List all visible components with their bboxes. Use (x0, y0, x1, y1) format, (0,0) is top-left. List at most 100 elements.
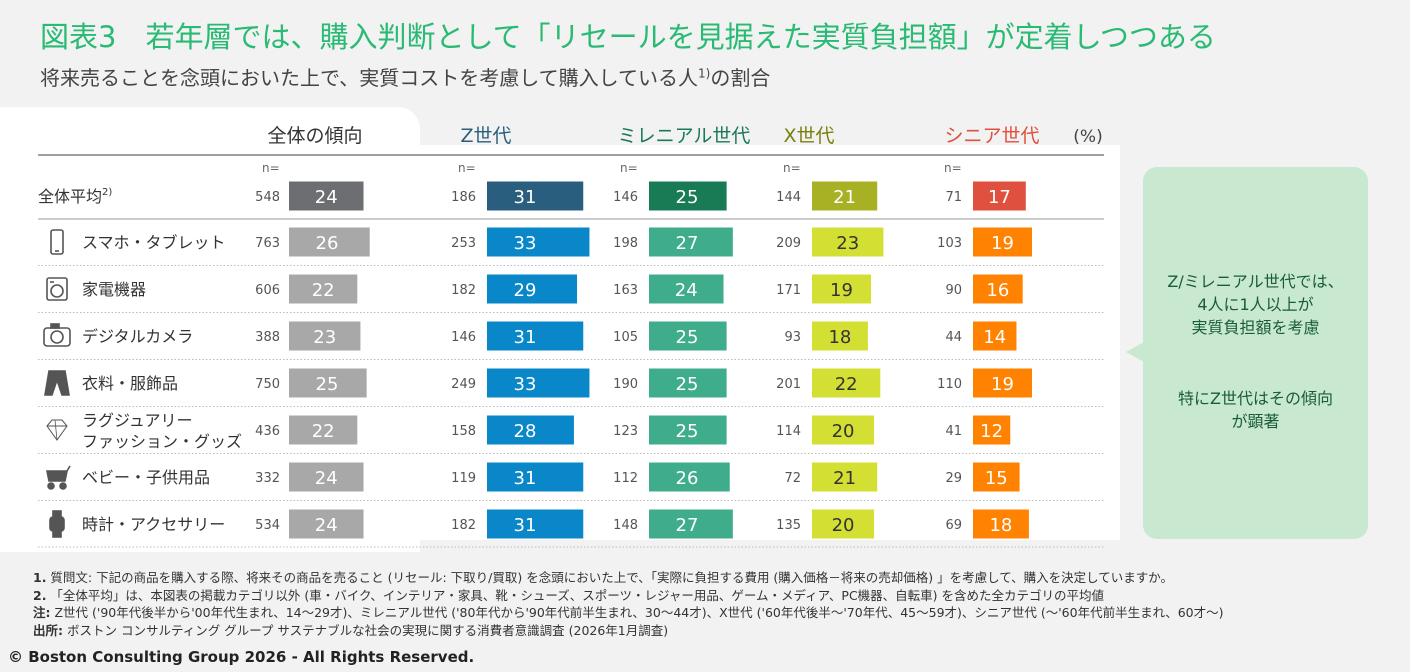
n-value-4-1: 103 (937, 236, 962, 251)
category-label-3: デジタルカメラ (82, 327, 193, 346)
group-header-3: X世代 (783, 125, 834, 147)
bar-1-2 (487, 274, 578, 304)
bar-1-4 (487, 368, 590, 398)
bar-label-3-4: 22 (835, 374, 858, 395)
n-label-4: n= (944, 161, 962, 175)
footnotes: 1. 質問文: 下記の商品を購入する際、将来その商品を売ること (リセール: 下… (33, 569, 1224, 639)
bar-0-0 (289, 181, 364, 211)
n-value-1-0: 186 (451, 190, 476, 205)
bar-label-0-6: 24 (315, 468, 338, 489)
footnote-note: 注: Z世代 ('90年代後半から'00年代生まれ、14～29才)、ミレニアル世… (33, 605, 1224, 620)
bar-label-0-2: 22 (312, 280, 335, 301)
bar-label-2-0: 25 (676, 187, 699, 208)
n-label-0: n= (262, 161, 280, 175)
n-value-4-7: 69 (945, 518, 962, 533)
page-subtitle: 将来売ることを念頭においた上で、実質コストを考慮して購入している人1)の割合 (40, 62, 770, 91)
n-value-0-0: 548 (255, 190, 280, 205)
bar-label-1-5: 28 (514, 421, 537, 442)
bar-label-1-4: 33 (514, 374, 537, 395)
bar-1-7 (487, 509, 584, 539)
smartphone-icon (50, 229, 64, 255)
bar-label-4-1: 19 (991, 233, 1014, 254)
bar-label-2-6: 26 (676, 468, 699, 489)
bar-3-5 (812, 415, 875, 445)
bar-label-4-2: 16 (986, 280, 1009, 301)
bar-label-4-4: 19 (991, 374, 1014, 395)
bar-4-4 (973, 368, 1032, 398)
callout-line-1: Z/ミレニアル世代では、 (1167, 272, 1344, 291)
n-label-1: n= (458, 161, 476, 175)
category-label-0: 全体平均2) (38, 187, 112, 206)
bar-4-3 (973, 321, 1017, 351)
diamond-icon (46, 419, 68, 441)
footnote-2: 2. 「全体平均」は、本図表の掲載カテゴリ以外 (車・バイク、インテリア・家具、… (33, 587, 1105, 603)
callout-line-5: が顕著 (1231, 412, 1280, 431)
n-value-2-4: 190 (613, 377, 638, 392)
bar-1-3 (487, 321, 584, 351)
copyright: © Boston Consulting Group 2026 - All Rig… (8, 648, 475, 666)
callout-line-2: 4人に1人以上が (1197, 295, 1314, 314)
bar-1-6 (487, 462, 584, 492)
bar-label-4-0: 17 (988, 187, 1011, 208)
n-value-4-6: 29 (945, 471, 962, 486)
n-value-4-0: 71 (945, 190, 962, 205)
bar-label-3-2: 19 (830, 280, 853, 301)
page-title: 図表3 若年層では、購入判断として「リセールを見据えた実質負担額」が定着しつつあ… (40, 20, 1216, 54)
bar-1-5 (487, 415, 574, 445)
n-label-3: n= (783, 161, 801, 175)
n-value-2-5: 123 (613, 424, 638, 439)
footnote-source: 出所: ボストン コンサルティング グループ サステナブルな社会の実現に関する消… (33, 622, 669, 638)
unit-label: (%) (1073, 127, 1102, 147)
category-label-5-l2: ファッション・グッズ (82, 432, 242, 451)
group-header-0: 全体の傾向 (267, 125, 362, 147)
n-value-0-6: 332 (255, 471, 280, 486)
n-value-4-5: 41 (945, 424, 962, 439)
callout-line-4: 特にZ世代はその傾向 (1178, 389, 1333, 408)
bar-3-6 (812, 462, 878, 492)
bar-2-6 (649, 462, 730, 492)
group-header-4: シニア世代 (944, 125, 1039, 147)
category-label-1: スマホ・タブレット (82, 233, 226, 252)
n-value-1-4: 249 (451, 377, 476, 392)
subtitle-footnote-ref: 1) (698, 66, 711, 81)
bar-label-0-3: 23 (313, 327, 336, 348)
bar-0-4 (289, 368, 367, 398)
n-value-2-2: 163 (613, 283, 638, 298)
n-value-3-7: 135 (776, 518, 801, 533)
bar-2-5 (649, 415, 727, 445)
bar-0-3 (289, 321, 361, 351)
bar-label-0-4: 25 (316, 374, 339, 395)
bar-label-4-5: 12 (980, 421, 1003, 442)
subtitle-tail: の割合 (710, 66, 771, 90)
category-label-4: 衣料・服飾品 (82, 374, 178, 393)
n-value-0-1: 763 (255, 236, 280, 251)
bar-label-3-7: 20 (832, 515, 855, 536)
n-value-2-3: 105 (613, 330, 638, 345)
n-value-3-3: 93 (784, 330, 801, 345)
bar-label-2-2: 24 (675, 280, 698, 301)
n-value-1-7: 182 (451, 518, 476, 533)
stroller-icon (46, 465, 71, 490)
resale-bar-chart: 全体の傾向 Z世代 ミレニアル世代 X世代 シニア世代 (%) n= n= n= n= n= 全体平均… (38, 125, 1104, 548)
bar-0-1 (289, 227, 370, 257)
bar-label-4-6: 15 (985, 468, 1008, 489)
clothing-icon (44, 370, 70, 396)
bar-3-2 (812, 274, 871, 304)
bar-4-2 (973, 274, 1023, 304)
bar-label-3-5: 20 (832, 421, 855, 442)
bar-4-7 (973, 509, 1029, 539)
bar-2-4 (649, 368, 727, 398)
n-value-3-0: 144 (776, 190, 801, 205)
watch-icon (49, 510, 65, 538)
bar-4-1 (973, 227, 1032, 257)
n-value-2-0: 146 (613, 190, 638, 205)
bar-0-7 (289, 509, 364, 539)
bar-label-1-2: 29 (514, 280, 537, 301)
n-value-0-4: 750 (255, 377, 280, 392)
category-label-2: 家電機器 (82, 280, 146, 299)
bar-4-6 (973, 462, 1020, 492)
bar-2-0 (649, 181, 727, 211)
bar-label-3-6: 21 (833, 468, 856, 489)
subtitle-text: 将来売ることを念頭においた上で、実質コストを考慮して購入している人 (40, 66, 698, 90)
camera-icon (43, 323, 71, 347)
